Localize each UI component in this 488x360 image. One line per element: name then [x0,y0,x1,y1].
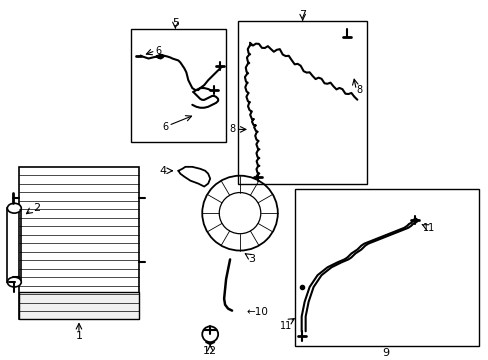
Bar [238,21,366,184]
Text: 2: 2 [33,203,40,213]
Text: 6: 6 [162,122,168,132]
Text: 7: 7 [299,10,305,20]
Ellipse shape [7,277,21,287]
Text: 12: 12 [203,346,217,356]
Text: 11: 11 [279,321,291,331]
Text: 5: 5 [172,18,179,28]
Text: 3: 3 [248,255,255,264]
Bar [294,189,478,346]
Text: 4: 4 [160,166,167,176]
Text: 8: 8 [356,85,362,95]
Text: 8: 8 [228,125,235,134]
Bar [130,29,225,142]
Text: 11: 11 [422,223,434,233]
Bar [7,208,21,282]
Bar [19,167,138,319]
Bar [19,292,138,319]
Text: 9: 9 [382,348,389,358]
Text: 6: 6 [155,46,161,56]
Ellipse shape [7,203,21,213]
Text: ←10: ←10 [246,307,268,316]
Text: 1: 1 [75,331,82,341]
